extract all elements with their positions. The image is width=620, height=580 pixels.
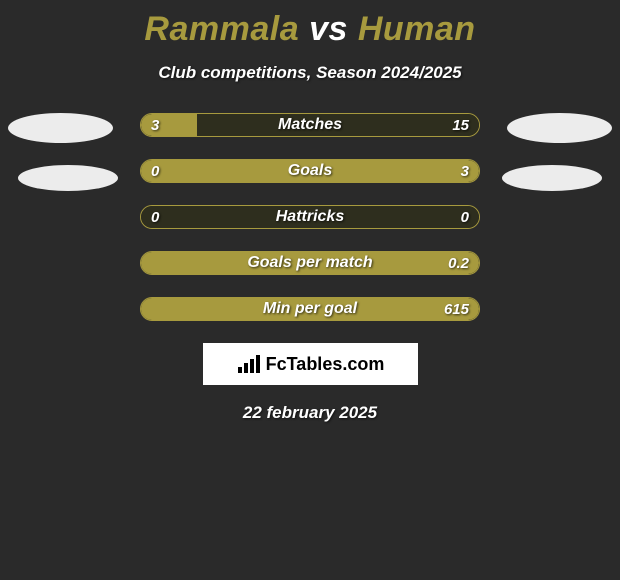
player-1-name: Rammala bbox=[144, 10, 299, 48]
player-oval-left-2 bbox=[18, 165, 118, 191]
stat-right-value: 3 bbox=[461, 163, 469, 180]
bar-chart-icon bbox=[236, 353, 262, 375]
subtitle: Club competitions, Season 2024/2025 bbox=[0, 63, 620, 83]
player-oval-right-1 bbox=[507, 113, 612, 143]
comparison-infographic: Rammala vs Human Club competitions, Seas… bbox=[0, 0, 620, 460]
stat-row-matches: 3 Matches 15 bbox=[140, 113, 480, 137]
stats-bars: 3 Matches 15 0 Goals 3 0 Hattricks 0 bbox=[0, 113, 620, 321]
stat-label: Goals bbox=[141, 162, 479, 180]
stat-row-goals: 0 Goals 3 bbox=[140, 159, 480, 183]
stat-label: Hattricks bbox=[141, 208, 479, 226]
brand-text: FcTables.com bbox=[266, 354, 385, 375]
date-label: 22 february 2025 bbox=[0, 403, 620, 423]
player-oval-right-2 bbox=[502, 165, 602, 191]
vs-label: vs bbox=[309, 10, 348, 48]
player-2-name: Human bbox=[358, 10, 476, 48]
stat-label: Min per goal bbox=[141, 300, 479, 318]
player-oval-left-1 bbox=[8, 113, 113, 143]
stat-label: Matches bbox=[141, 116, 479, 134]
stat-row-min-per-goal: Min per goal 615 bbox=[140, 297, 480, 321]
stat-right-value: 615 bbox=[444, 301, 469, 318]
page-title: Rammala vs Human bbox=[0, 0, 620, 49]
stat-label: Goals per match bbox=[141, 254, 479, 272]
stat-right-value: 15 bbox=[452, 117, 469, 134]
stat-row-hattricks: 0 Hattricks 0 bbox=[140, 205, 480, 229]
stat-row-goals-per-match: Goals per match 0.2 bbox=[140, 251, 480, 275]
brand-badge: FcTables.com bbox=[203, 343, 418, 385]
stat-right-value: 0.2 bbox=[448, 255, 469, 272]
stat-right-value: 0 bbox=[461, 209, 469, 226]
